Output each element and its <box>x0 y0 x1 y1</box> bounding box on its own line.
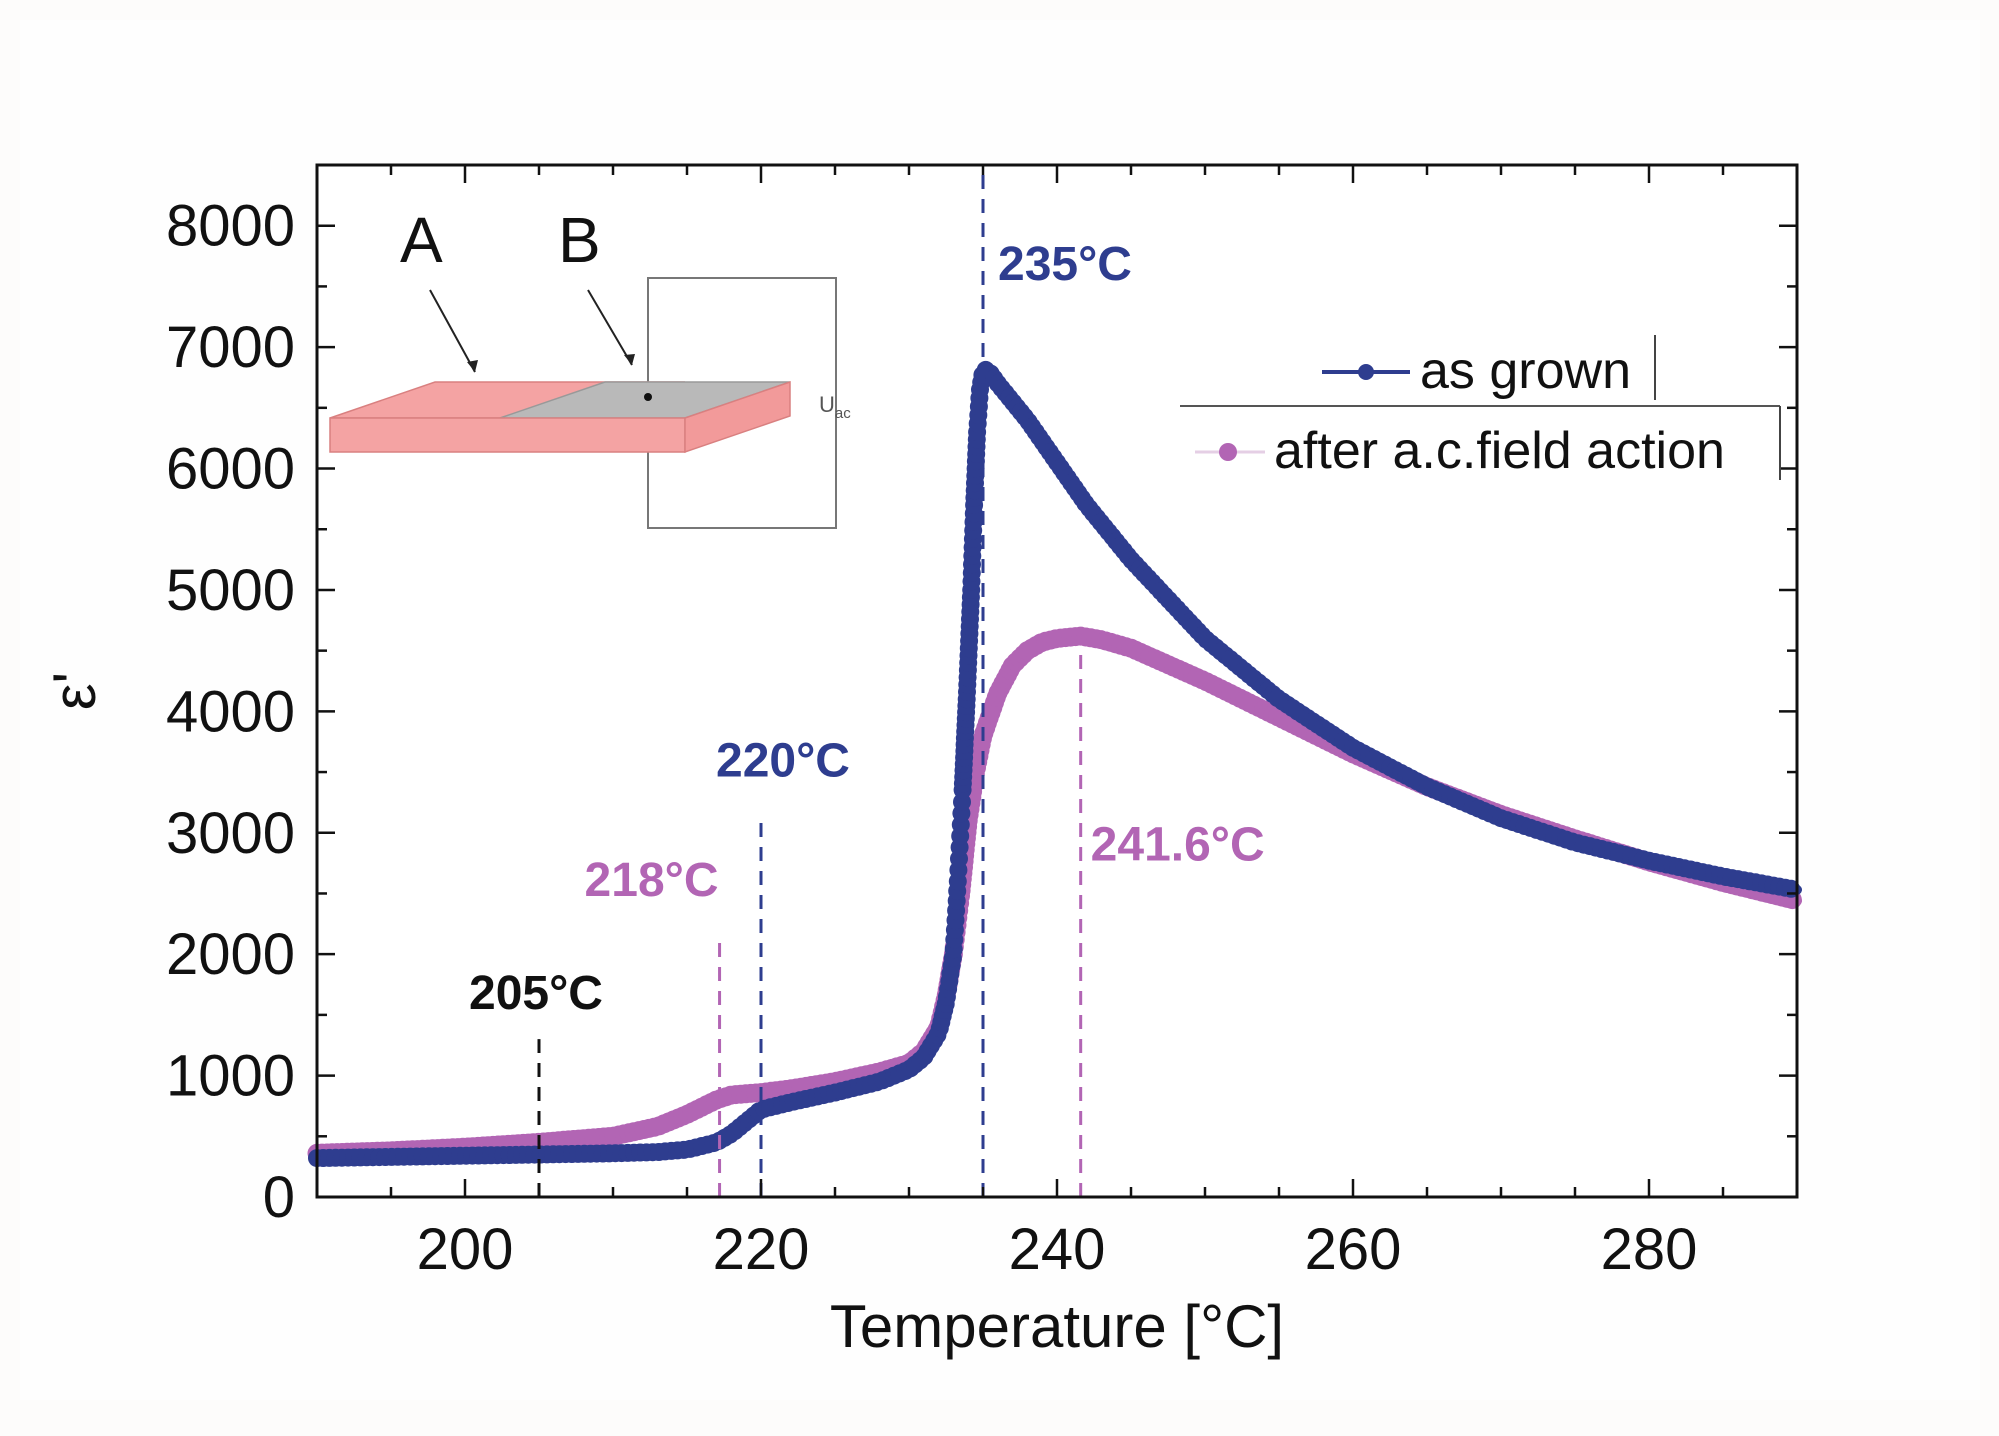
y-tick-label-7: 7000 <box>166 315 295 380</box>
inset-diagram: A B Uac <box>329 204 851 529</box>
x-axis-title: Temperature [°C] <box>830 1293 1284 1360</box>
axis-area: 200 220 240 260 280 0 1000 2000 3000 4000 5000 6000… <box>41 163 1799 1360</box>
x-tick-label-4: 280 <box>1601 1217 1698 1282</box>
inset-label-a: A <box>400 204 443 276</box>
legend-label-as-grown: as grown <box>1420 342 1631 400</box>
y-tick-label-6: 6000 <box>166 437 295 502</box>
y-tick-label-1: 1000 <box>166 1044 295 1109</box>
legend: as grown after a.c.field action <box>1180 335 1781 480</box>
series-0 <box>308 360 1802 1168</box>
marker-label-0: 205°C <box>469 967 603 1020</box>
marker-label-3: 235°C <box>998 238 1132 291</box>
inset-arrowhead-b <box>624 354 635 365</box>
y-tick-label-3: 3000 <box>166 801 295 866</box>
plot-background <box>317 165 1797 1197</box>
inset-front-face <box>329 417 686 453</box>
marker-label-1: 218°C <box>585 854 719 907</box>
inset-electrode-dot <box>644 393 652 401</box>
legend-marker-as-grown <box>1358 364 1374 380</box>
inset-label-u: Uac <box>819 392 851 422</box>
x-tick-label-2: 240 <box>1009 1217 1106 1282</box>
inset-arrowhead-a <box>467 360 478 372</box>
legend-marker-after-ac <box>1219 443 1237 461</box>
inset-label-b: B <box>558 204 601 276</box>
series-area <box>307 360 1802 1168</box>
inset-side-face <box>684 380 791 454</box>
marker-label-2: 220°C <box>716 735 850 788</box>
y-tick-label-4: 4000 <box>166 679 295 744</box>
x-tick-label-3: 260 <box>1305 1217 1402 1282</box>
y-axis-title: ε' <box>41 672 108 710</box>
y-tick-label-0: 0 <box>263 1165 295 1230</box>
legend-label-after-ac: after a.c.field action <box>1274 422 1725 480</box>
marker-area: 205°C 218°C 220°C 235°C 241.6°C <box>469 165 1265 1197</box>
y-tick-label-8: 8000 <box>166 194 295 259</box>
x-tick-label-0: 200 <box>417 1217 514 1282</box>
y-tick-label-5: 5000 <box>166 558 295 623</box>
inset-arrow-a <box>429 289 476 373</box>
inset-arrow-b <box>587 289 633 366</box>
x-tick-label-1: 220 <box>713 1217 810 1282</box>
marker-label-4: 241.6°C <box>1091 819 1265 872</box>
y-tick-label-2: 2000 <box>166 922 295 987</box>
plot-area <box>317 165 1797 1197</box>
